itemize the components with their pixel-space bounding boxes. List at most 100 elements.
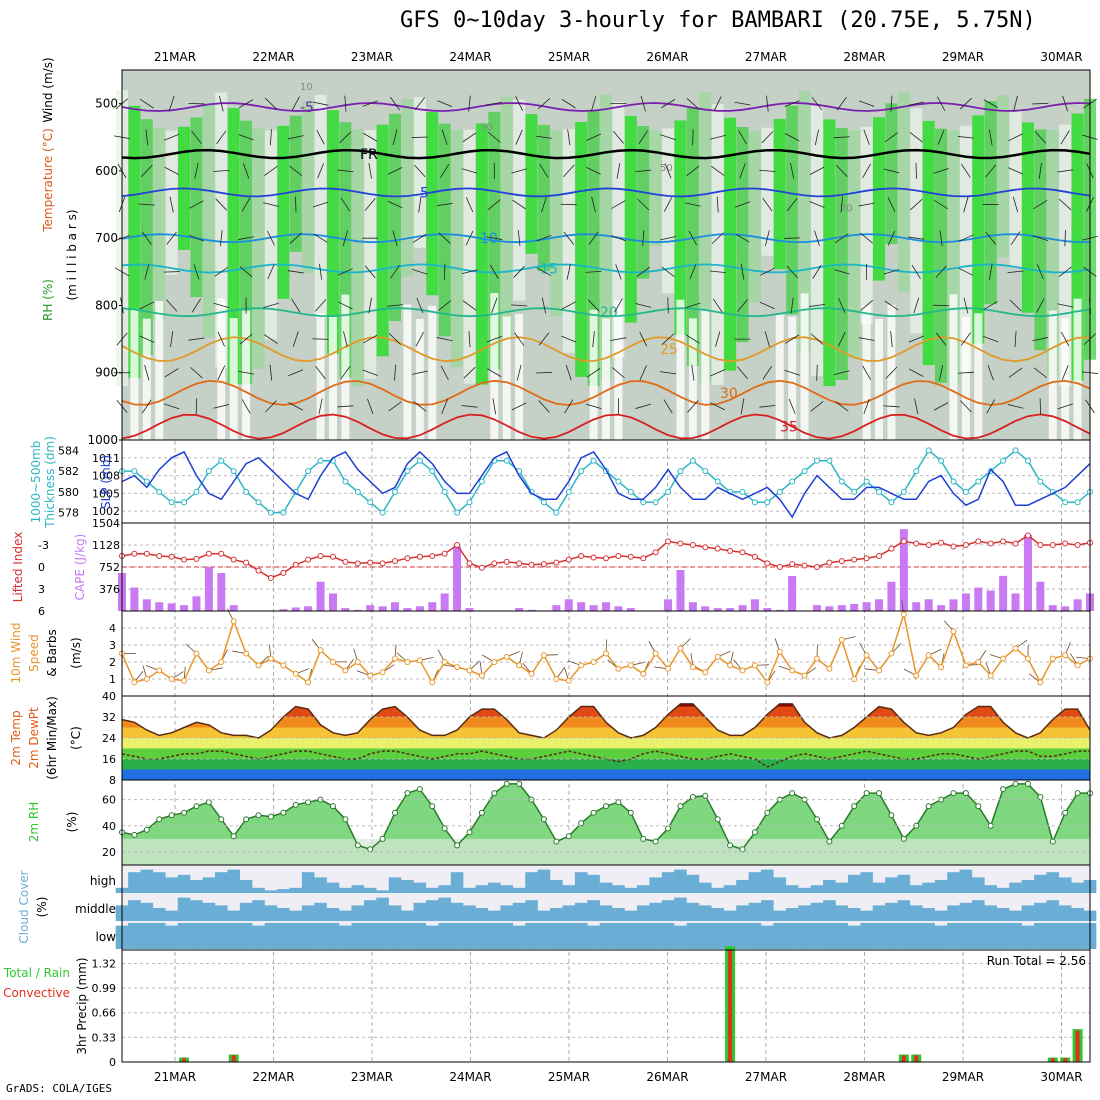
wind-barb — [939, 230, 943, 247]
temp-band — [122, 706, 1090, 717]
wind-barb — [164, 166, 179, 176]
isotherm-label: 30 — [720, 386, 738, 402]
wind-barb — [1060, 130, 1070, 145]
lifted-index-point — [454, 542, 461, 548]
rh-dry-cell — [142, 318, 151, 440]
lifted-index-point — [888, 545, 895, 552]
cloud-low-bar — [748, 923, 762, 949]
rh-shade-cell — [835, 127, 848, 380]
rh-dry-cell — [242, 310, 251, 440]
wind-tick-label: 1 — [109, 673, 116, 686]
rh-dry-cell — [217, 298, 226, 440]
cloud-low-bar — [264, 923, 278, 949]
cloud-high-bar — [723, 885, 737, 893]
wind-barb — [541, 196, 547, 213]
wind-barb — [983, 301, 998, 310]
cloud-high-bar — [686, 874, 700, 893]
wind-barb — [492, 398, 497, 415]
wind-barb — [163, 271, 180, 273]
wind-barb — [388, 401, 402, 412]
rh-shade-cell — [426, 112, 439, 296]
cape-bar — [949, 599, 958, 611]
cape-tick-label: 1128 — [92, 539, 120, 552]
cape-bar — [204, 567, 213, 611]
wind-barb — [960, 332, 971, 346]
lifted-index-point — [950, 543, 957, 550]
cloud-high-bar — [698, 882, 712, 893]
wind-speed-point — [987, 672, 994, 679]
rh-shade-cell — [513, 99, 526, 301]
lifted-index-point — [441, 550, 448, 557]
rh-shade-cell — [972, 115, 985, 344]
cloud-low-bar — [339, 925, 352, 949]
cape-bar — [614, 606, 623, 611]
wind-speed-point — [876, 667, 883, 674]
cloud-low-bar — [388, 923, 402, 949]
cloud-low-bar — [810, 923, 824, 949]
temp-tick-label: 40 — [102, 690, 116, 703]
wind-barb — [616, 162, 621, 179]
thickness-point — [218, 457, 225, 464]
wind-barb — [762, 365, 773, 380]
wind-barb — [315, 366, 326, 380]
lifted-index-point — [131, 550, 138, 557]
wind-barb — [686, 165, 700, 177]
dewpoint-line — [121, 750, 1090, 768]
rh-point — [689, 794, 696, 800]
lifted-index-point — [1000, 538, 1007, 545]
lifted-index-point — [876, 553, 883, 559]
wind-barb — [784, 100, 800, 108]
wind-barb — [188, 337, 205, 341]
cloud-high-bar — [761, 869, 774, 893]
lifted-index-point — [751, 553, 758, 560]
wind-barb — [934, 199, 949, 210]
wind-barb — [461, 168, 478, 174]
thickness-point — [230, 468, 237, 475]
isotherm-line — [121, 187, 1091, 198]
rh-tick-label: 40 — [102, 820, 116, 833]
wind-speed-point — [590, 659, 597, 665]
cloud-high-bar — [339, 887, 352, 893]
wind-barb — [368, 297, 372, 314]
cloud-high-bar — [227, 869, 240, 893]
wind-tick-label: 4 — [109, 622, 116, 635]
rh-shade-cell — [624, 115, 637, 323]
cloud-middle-bar — [984, 905, 998, 921]
rh-point — [553, 838, 560, 845]
cape-bar — [428, 602, 437, 611]
cloud-layer-label: high — [90, 874, 116, 888]
cape-bar — [763, 608, 772, 611]
rh-point — [627, 809, 634, 816]
thickness-point — [590, 457, 597, 464]
wind-barb — [764, 331, 770, 347]
rh-shade-cell — [227, 108, 240, 385]
thickness-tick-label: 578 — [58, 507, 79, 520]
rh-point — [962, 790, 969, 797]
wind-barb — [414, 97, 426, 111]
cloud-middle-bar — [698, 905, 712, 921]
thickness-point — [143, 478, 150, 485]
cloud-low-bar — [140, 923, 154, 949]
rh-dry-cell — [701, 309, 710, 440]
rh-shade-cell — [959, 125, 972, 372]
precip-convective-bar — [914, 1055, 919, 1062]
cloud-low-bar — [922, 923, 935, 949]
rh-shade-cell — [897, 92, 910, 292]
wind-speed-point — [1037, 679, 1044, 686]
lifted-index-point — [677, 540, 684, 547]
bottom-date-label: 24MAR — [449, 1070, 491, 1084]
slp-axis-title: SLP (mb) — [99, 455, 113, 509]
wind-barb — [267, 264, 275, 280]
wind-barb — [312, 201, 329, 208]
lifted-index-point — [789, 561, 796, 568]
wind-barb — [1032, 235, 1049, 242]
wind-barb — [1008, 367, 1023, 378]
rh-shade-cell — [873, 117, 886, 281]
rh-shade-cell — [686, 107, 699, 367]
rh-point — [813, 816, 820, 823]
wind-speed-point — [193, 650, 200, 657]
wind-speed-point — [156, 667, 163, 674]
wind-barb — [191, 130, 202, 144]
wind-speed-point — [280, 662, 287, 669]
rh-dry-cell — [316, 313, 325, 440]
